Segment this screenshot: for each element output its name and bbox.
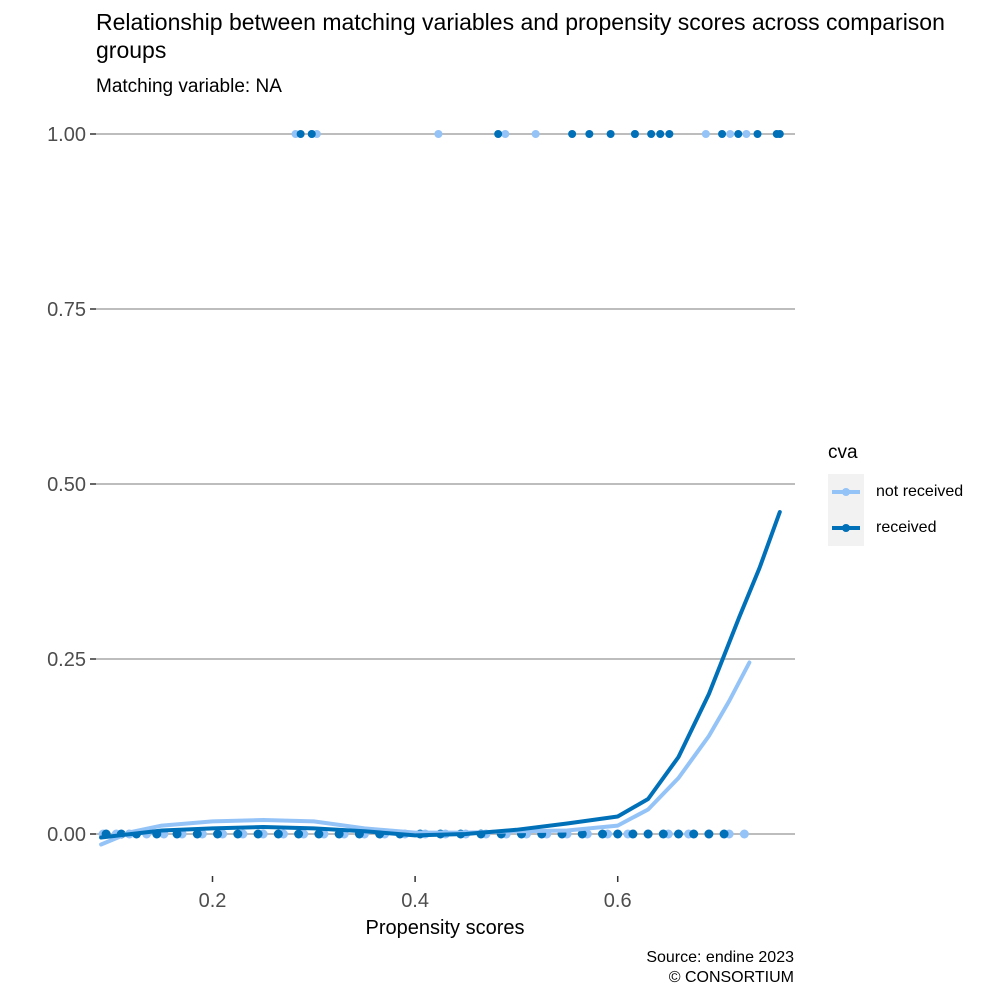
point-received [213, 829, 223, 839]
point-received [628, 829, 638, 839]
point-received [192, 829, 202, 839]
point-received [656, 130, 665, 138]
chart-title: Relationship between matching variables … [96, 9, 945, 63]
point-received [674, 829, 683, 839]
point-received [577, 829, 587, 839]
legend-label: received [876, 519, 937, 536]
caption-copyright: © CONSORTIUM [668, 969, 794, 986]
x-tick-label: 0.2 [199, 890, 227, 912]
point-not-received [739, 829, 749, 839]
y-tick-label: 0.00 [47, 824, 86, 846]
point-received [598, 829, 608, 839]
caption-source: Source: endine 2023 [646, 949, 794, 966]
point-received [647, 130, 656, 138]
smooth-line-received [99, 510, 782, 840]
x-tick-label: 0.4 [401, 890, 429, 912]
legend-key-not-received [828, 474, 864, 510]
point-received [314, 829, 324, 839]
point-received [753, 130, 762, 138]
point-received [253, 829, 263, 839]
smooth-line-not-received [99, 660, 752, 847]
point-received [665, 130, 674, 138]
y-tick-label: 0.75 [47, 299, 86, 321]
caption: Source: endine 2023 © CONSORTIUM [646, 948, 794, 988]
point-received [233, 829, 243, 839]
point-received [273, 829, 283, 839]
x-tick-label: 0.6 [604, 890, 632, 912]
point-received [734, 130, 743, 138]
point-not-received [501, 130, 510, 138]
point-not-received [701, 130, 710, 138]
point-not-received [531, 130, 540, 138]
legend-item-received: received [828, 510, 963, 546]
legend: cva not received received [828, 442, 963, 546]
point-received [704, 829, 714, 839]
legend-label: not received [876, 483, 964, 500]
point-received [294, 829, 304, 839]
legend-title: cva [828, 442, 858, 463]
x-axis-label: Propensity scores [366, 917, 525, 939]
y-tick-label: 1.00 [47, 124, 86, 146]
point-received [775, 130, 784, 138]
legend-key-received [828, 510, 864, 546]
point-received [658, 829, 668, 839]
point-received [718, 130, 727, 138]
point-received [585, 130, 594, 138]
point-not-received [434, 130, 443, 138]
y-tick-label: 0.50 [47, 474, 86, 496]
point-received [613, 829, 623, 839]
chart-subtitle: Matching variable: NA [96, 76, 282, 97]
point-received [630, 130, 639, 138]
y-axis: 0.00 0.25 0.50 0.75 1.00 [47, 124, 96, 846]
point-received [719, 829, 729, 839]
point-received [643, 829, 653, 839]
point-received [568, 130, 577, 138]
y-tick-label: 0.25 [47, 649, 86, 671]
point-not-received [742, 130, 751, 138]
point-received [689, 829, 699, 839]
legend-item-not-received: not received [828, 474, 963, 510]
smooth-layer [99, 510, 782, 847]
x-axis: 0.2 0.4 0.6 [199, 876, 632, 912]
point-received [494, 130, 503, 138]
point-received [307, 130, 316, 138]
point-received [606, 130, 615, 138]
point-received [296, 130, 305, 138]
point-not-received [726, 130, 735, 138]
